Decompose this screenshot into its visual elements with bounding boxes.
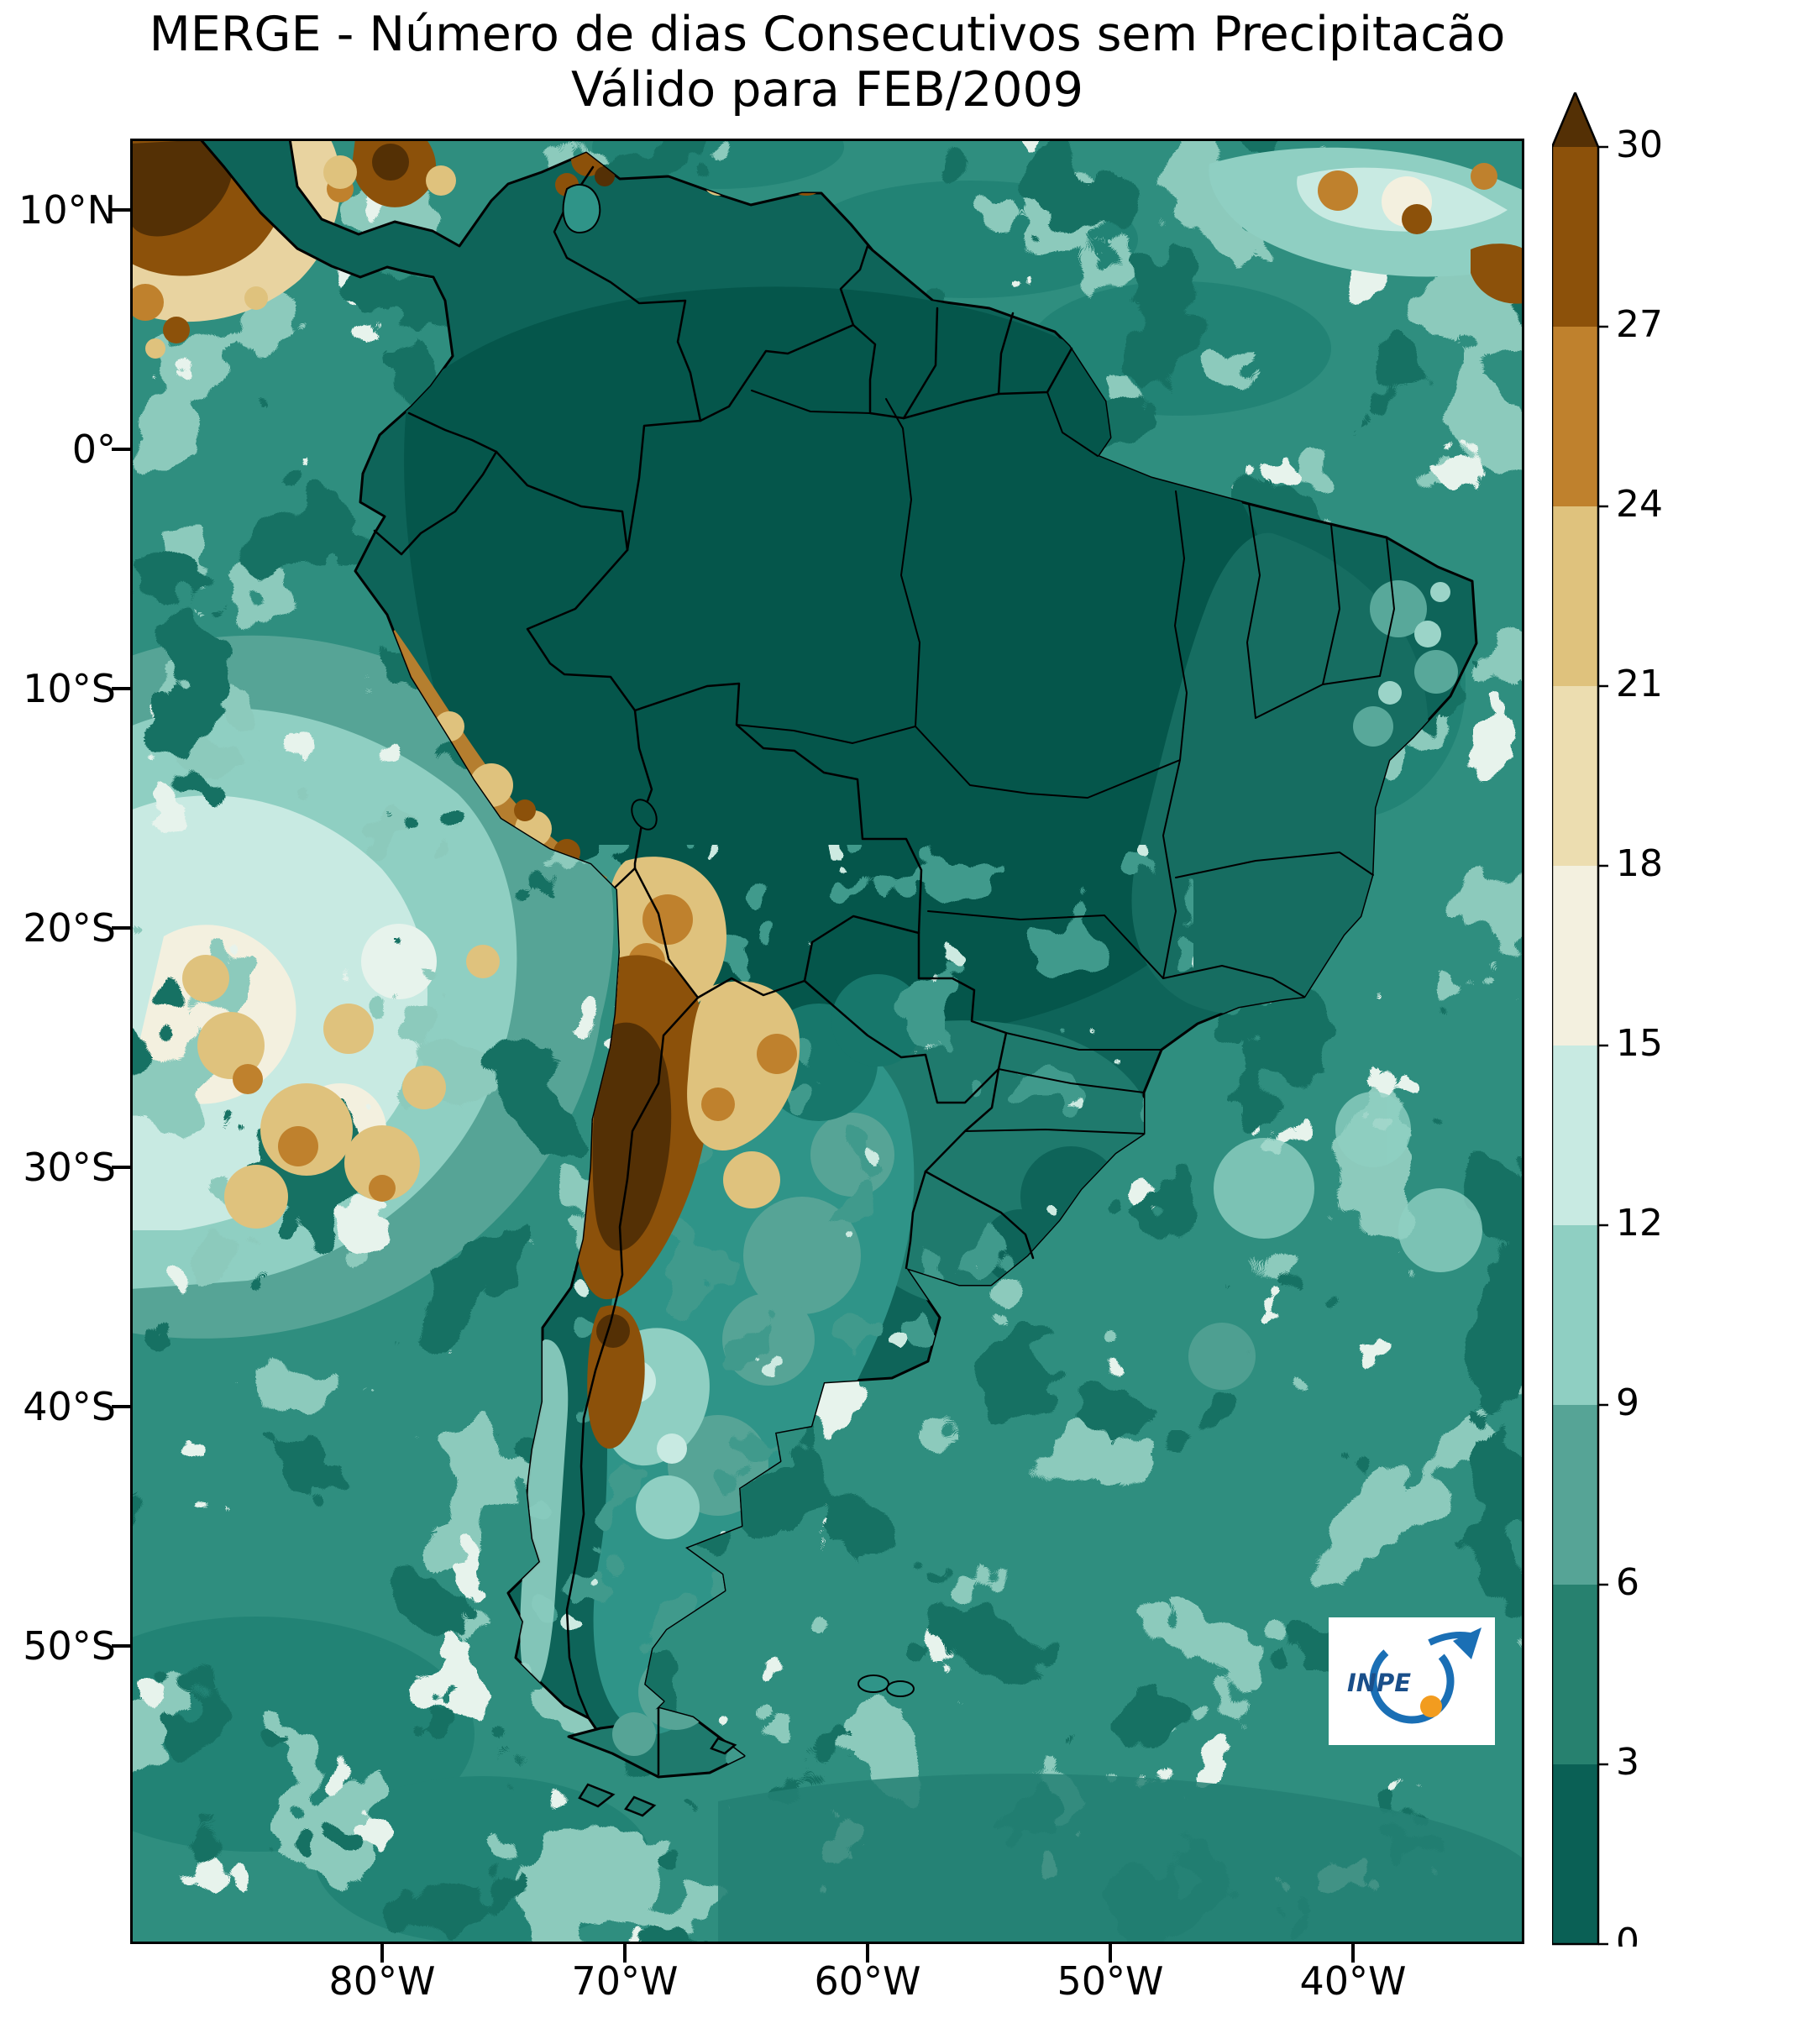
colorbar: 0 3 6 9 12 15 18 21 24 27 30 [1550,89,1804,1963]
fuegian-islands [578,1737,737,1817]
lon-tick-80w: 80°W [328,1958,436,2004]
colorbar-canvas: 0 3 6 9 12 15 18 21 24 27 30 [1550,89,1663,1963]
equator-edge-dry-spots [130,284,190,359]
lat-tickmark [112,1405,130,1408]
lake-maracaibo [562,184,601,234]
colorbar-band-9-12 [1552,1225,1598,1405]
inpe-logo-canvas: INPE [1347,1627,1481,1724]
lat-tickmark [112,1644,130,1648]
colorbar-tick-27: 27 [1616,303,1663,346]
plot-frame [130,139,1524,1944]
atlantic-light-speckles [1188,1092,1482,1390]
colorbar-tick-15: 15 [1616,1022,1663,1065]
lat-tick-10s: 10°S [23,666,116,711]
colorbar-band-12-15 [1552,1046,1598,1225]
colorbar-band-21-24 [1552,506,1598,686]
ne-corner-dry-streaks [1209,147,1524,304]
colorbar-tick-6: 6 [1616,1561,1639,1604]
colorbar-band-6-9 [1552,1405,1598,1585]
lon-tick-70w: 70°W [571,1958,679,2004]
south-atlantic-band [718,1774,1524,1944]
title-line-2: Válido para FEB/2009 [570,62,1084,118]
lon-tick-60w: 60°W [814,1958,921,2004]
lat-tick-40s: 40°S [23,1384,116,1429]
colorbar-tick-labels: 0 3 6 9 12 15 18 21 24 27 30 [1616,123,1663,1963]
colorbar-tick-30: 30 [1616,123,1663,166]
lon-tickmark [1109,1944,1112,1963]
lat-tick-0: 0° [71,427,116,472]
colorbar-tick-18: 18 [1616,842,1663,885]
lat-tick-50s: 50°S [23,1623,116,1669]
lakes-and-islands [562,184,915,1817]
lon-tickmark [866,1944,869,1963]
lon-tick-40w: 40°W [1299,1958,1407,2004]
east-brazil-zone [1131,532,1429,1015]
lon-tick-50w: 50°W [1057,1958,1164,2004]
pacific-tan-patches [182,945,500,1229]
caribbean-dry-patch [323,139,456,207]
colorbar-tick-21: 21 [1616,663,1663,705]
figure-title: MERGE - Número de dias Consecutivos sem … [130,7,1524,118]
lat-tickmark [112,926,130,930]
inpe-orange-dot [1420,1695,1442,1717]
falkland-islands [857,1675,915,1697]
colorbar-tick-9: 9 [1616,1381,1639,1424]
country-borders [373,165,1073,1776]
lat-tick-20s: 20°S [23,905,116,951]
lon-tickmark [1351,1944,1355,1963]
lon-tickmark [380,1944,384,1963]
lat-tick-30s: 30°S [23,1145,116,1190]
colorbar-extend-arrow [1552,92,1598,147]
map-canvas [130,139,1524,1944]
colorbar-band-0-3 [1552,1764,1598,1944]
colorbar-outline [1550,89,1600,1946]
lake-titicaca [631,799,658,831]
lat-tickmark [112,208,130,212]
lat-tickmark [112,1166,130,1169]
map-plot [130,139,1524,1944]
colorbar-band-27-30 [1552,147,1598,327]
lat-tick-10n: 10°N [18,187,116,233]
colorbar-band-15-18 [1552,866,1598,1046]
state-borders [736,390,1395,1135]
inpe-logo-text: INPE [1347,1669,1411,1697]
colorbar-tick-24: 24 [1616,483,1663,526]
colorbar-tickmarks [1598,145,1608,1946]
lat-tickmark [112,448,130,451]
title-line-1: MERGE - Número de dias Consecutivos sem … [149,7,1506,62]
colorbar-tick-3: 3 [1616,1741,1639,1784]
colorbar-tick-12: 12 [1616,1202,1663,1245]
colorbar-band-24-27 [1552,327,1598,506]
colorbar-band-18-21 [1552,686,1598,866]
lat-tickmark [112,687,130,690]
colorbar-tick-0: 0 [1616,1921,1639,1947]
amazon-wet-core [404,286,1286,1035]
inpe-logo: INPE [1329,1617,1495,1745]
colorbar-band-3-6 [1552,1585,1598,1764]
lon-tickmark [623,1944,627,1963]
